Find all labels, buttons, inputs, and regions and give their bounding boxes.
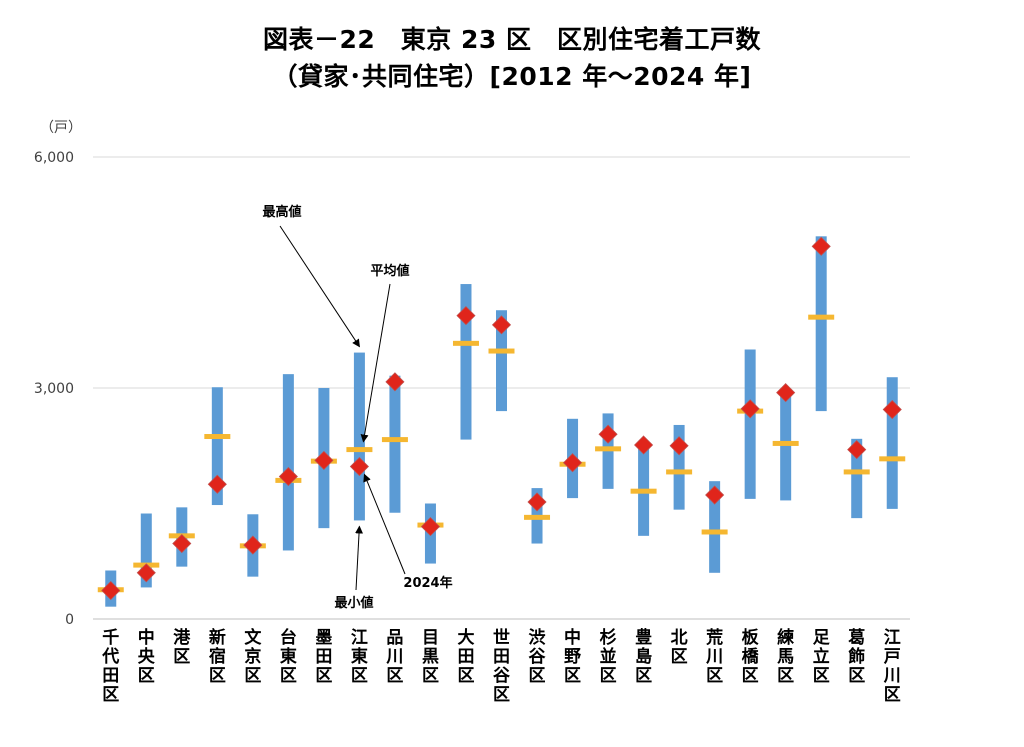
category-label: 荒川区: [705, 627, 723, 686]
range-bar: [460, 284, 472, 440]
category-label: 渋谷区: [529, 627, 547, 686]
range-bar: [851, 438, 863, 519]
category-label: 品川区: [385, 628, 403, 686]
y-tick-label: 0: [65, 612, 74, 628]
range-bar: [886, 377, 898, 509]
y-tick-label: 3,000: [34, 381, 74, 397]
category-label: 板橋区: [742, 627, 760, 686]
y-axis-unit-label: （戸）: [40, 120, 82, 136]
latest-2024-marker: [207, 474, 227, 494]
average-marker: [630, 488, 657, 494]
category-label: 千代田区: [101, 628, 119, 705]
average-marker: [595, 446, 622, 452]
latest-2024-marker: [776, 383, 796, 403]
average-marker: [488, 348, 515, 354]
average-marker: [381, 437, 408, 443]
range-bar: [815, 236, 827, 412]
category-label: 江戸川区: [883, 628, 901, 705]
latest-2024-marker: [562, 453, 583, 473]
annotation-arrow: [355, 525, 364, 591]
chart-title-line-2: （貸家･共同住宅）[2012 年～2024 年]: [272, 62, 752, 91]
annotation-average-label: 平均値: [370, 263, 409, 279]
category-label: 目黒区: [422, 628, 439, 686]
latest-2024-marker: [172, 533, 192, 554]
range-bar: [744, 349, 756, 499]
chart-title-line-1: 図表－22 東京 23 区 区別住宅着工戸数: [263, 25, 761, 54]
category-label: 新宿区: [209, 627, 226, 686]
category-label: 杉並区: [600, 627, 617, 686]
annotation-arrow: [360, 283, 391, 443]
category-label: 江東区: [351, 628, 368, 686]
average-marker: [772, 440, 799, 446]
latest-2024-marker: [420, 517, 441, 537]
range-bar: [140, 513, 152, 588]
range-bar: [496, 310, 507, 412]
latest-2024-marker: [456, 306, 476, 326]
category-label: 港区: [173, 627, 191, 667]
latest-2024-marker: [882, 399, 902, 420]
latest-2024-marker: [349, 456, 369, 477]
latest-2024-marker: [278, 466, 298, 487]
latest-2024-marker: [243, 535, 263, 555]
category-label: 足立区: [813, 628, 830, 686]
latest-2024-marker: [491, 315, 512, 335]
range-bar: [353, 352, 365, 521]
average-marker: [666, 469, 693, 475]
category-label: 葛飾区: [847, 627, 865, 686]
latest-2024-marker: [527, 492, 547, 512]
average-marker: [346, 447, 373, 453]
latest-2024-marker: [314, 450, 334, 470]
annotation-max-label: 最高値: [262, 204, 301, 220]
average-marker: [204, 434, 231, 440]
category-label: 豊島区: [635, 627, 652, 686]
latest-2024-marker: [669, 436, 689, 456]
category-label: 文京区: [244, 627, 262, 686]
range-bar: [709, 481, 721, 573]
latest-2024-marker: [385, 372, 405, 392]
average-marker: [843, 469, 870, 475]
latest-2024-marker: [634, 435, 654, 455]
latest-2024-marker: [705, 485, 725, 505]
range-bar: [673, 424, 685, 510]
latest-2024-marker: [598, 424, 618, 444]
average-marker: [452, 340, 479, 346]
category-label: 台東区: [280, 627, 297, 686]
average-marker: [524, 514, 551, 520]
average-marker: [701, 529, 728, 535]
category-label: 中野区: [564, 627, 581, 686]
latest-2024-marker: [847, 440, 867, 460]
category-label: 練馬区: [777, 627, 794, 686]
category-label: 墨田区: [315, 628, 332, 686]
category-label: 世田谷区: [493, 628, 511, 705]
average-marker: [808, 314, 835, 320]
range-bar: [282, 374, 294, 551]
average-marker: [879, 456, 906, 462]
annotation-arrow: [363, 473, 406, 575]
y-tick-label: 6,000: [34, 150, 74, 166]
latest-2024-marker: [740, 399, 760, 419]
category-label: 大田区: [457, 627, 474, 686]
range-bar: [389, 375, 401, 513]
annotation-arrow: [279, 225, 360, 348]
annotation-min-label: 最小値: [334, 595, 373, 611]
category-label: 中央区: [138, 627, 156, 686]
range-bar: [211, 387, 223, 506]
latest-2024-marker: [811, 236, 831, 256]
category-label: 北区: [671, 628, 688, 667]
latest-2024-marker: [136, 563, 156, 583]
latest-2024-marker: [101, 580, 121, 601]
annotation-2024-label: 2024年: [403, 575, 452, 591]
